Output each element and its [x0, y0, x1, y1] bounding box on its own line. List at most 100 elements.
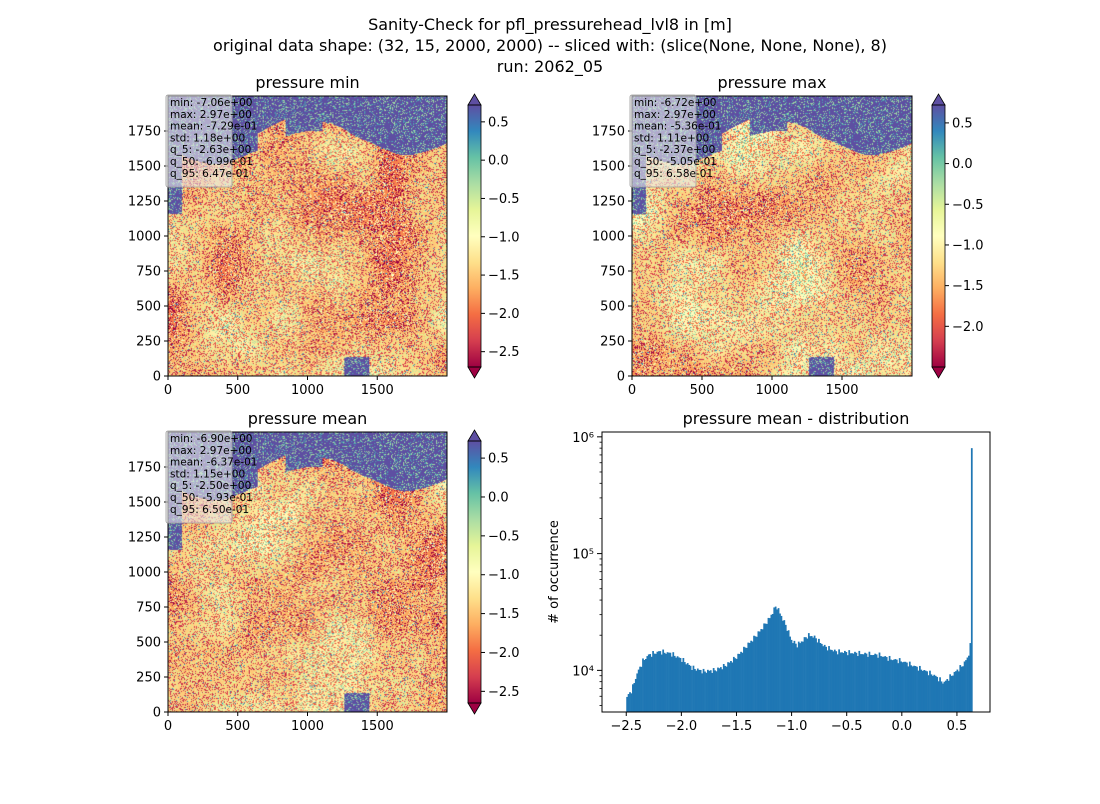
histogram-bar: [644, 658, 647, 712]
histogram-bar: [836, 654, 839, 712]
histogram-bar: [812, 637, 815, 712]
histogram-bar: [854, 651, 856, 712]
histogram-bar: [637, 669, 640, 712]
histogram-bar: [657, 651, 660, 712]
histogram-bar: [656, 651, 659, 712]
histogram-bar: [874, 653, 877, 712]
histogram-bar: [725, 666, 728, 712]
histogram-bar: [686, 663, 689, 712]
histogram-bar: [921, 670, 924, 712]
histogram-bar: [753, 635, 755, 712]
stats-line: q_5: -2.37e+00: [634, 144, 715, 156]
histogram-bar: [835, 651, 838, 712]
histogram-bar: [914, 666, 917, 712]
histogram-bar: [756, 636, 758, 712]
histogram-bar: [722, 663, 725, 712]
histogram-bar: [910, 665, 913, 712]
histogram-bar: [906, 662, 908, 712]
histogram-bar: [826, 650, 829, 712]
colorbar-gradient: [468, 441, 481, 703]
y-tick-label: 1500: [128, 496, 161, 511]
histogram-bar: [764, 623, 767, 712]
x-tick-label: 0: [628, 383, 636, 398]
histogram-bar: [819, 643, 822, 712]
histogram-bar: [943, 681, 946, 712]
histogram-bar: [968, 655, 970, 712]
histogram-bar: [891, 660, 894, 712]
histogram-bar: [952, 675, 954, 712]
histogram-bar: [672, 652, 675, 712]
histogram-bar: [702, 668, 705, 712]
colorbar-tick-label: −2.5: [488, 345, 520, 360]
histogram-bar: [926, 671, 928, 712]
histogram-bar: [770, 614, 773, 712]
histogram-bar: [946, 679, 949, 712]
y-tick-label: 0: [153, 706, 161, 721]
colorbar-frame: [467, 104, 482, 368]
histogram-bar: [816, 642, 819, 712]
histogram-bar: [683, 662, 686, 712]
histogram-bar: [793, 640, 796, 712]
y-tick-label: 0: [617, 370, 625, 385]
histogram-bar: [815, 638, 817, 712]
histogram-bar: [907, 666, 910, 712]
histogram-bar: [825, 646, 828, 712]
histogram-bar: [699, 669, 702, 712]
histogram-bar: [839, 652, 842, 712]
histogram-bar: [681, 661, 683, 712]
histogram-bar: [668, 652, 670, 712]
colorbar-gradient: [468, 105, 481, 367]
histogram-bar: [800, 641, 803, 712]
colorbar-tick-label: −1.0: [488, 230, 520, 245]
x-tick-label: 1500: [361, 719, 394, 734]
colorbar-tick-label: 0.0: [488, 154, 509, 169]
histogram-bar: [856, 656, 859, 712]
histogram-bar: [696, 668, 699, 712]
histogram-bar: [649, 654, 652, 712]
histogram-bar: [861, 654, 864, 712]
stats-line: q_50: -6.99e-01: [170, 156, 253, 168]
stats-line: mean: -5.36e-01: [634, 121, 721, 133]
histogram-bar: [634, 678, 637, 712]
histogram-bar: [955, 671, 957, 712]
colorbar-extend-min: [467, 366, 482, 379]
y-tick-label: 750: [136, 265, 161, 280]
y-tick-label: 0: [153, 370, 161, 385]
histogram-bar: [789, 636, 791, 712]
stats-line: q_5: -2.50e+00: [170, 480, 251, 492]
histogram-bar: [829, 649, 832, 712]
y-tick-label: 750: [136, 601, 161, 616]
stats-box-background: [165, 94, 233, 188]
histogram-bar: [802, 641, 804, 712]
histogram-bar: [872, 654, 875, 712]
histogram-bar: [747, 642, 750, 712]
histogram-bar: [652, 651, 654, 712]
histogram-bar: [782, 620, 784, 712]
y-tick-label: 1000: [128, 566, 161, 581]
histogram-bar: [924, 670, 927, 712]
histogram-bar: [737, 653, 740, 712]
panel-title: pressure min: [255, 73, 359, 92]
histogram-bar: [934, 675, 937, 712]
histogram-bar: [852, 653, 855, 712]
histogram-bar: [838, 649, 840, 712]
colorbar-gradient: [932, 105, 945, 367]
histogram-bar: [790, 639, 793, 712]
histogram-bar: [858, 650, 861, 712]
histogram-bar: [767, 617, 770, 712]
histogram-bar: [745, 647, 748, 712]
histogram-bar: [740, 651, 742, 712]
histogram-bar: [848, 650, 851, 712]
x-tick-label: 1000: [291, 719, 324, 734]
histogram-bar: [859, 654, 862, 712]
histogram-bar: [734, 658, 737, 712]
histogram-bar: [947, 680, 950, 712]
panel-pressure-mean-distribution: pressure mean - distribution # of occurre…: [547, 409, 991, 734]
colorbar-extend-min: [467, 702, 482, 715]
histogram-bar: [862, 654, 865, 712]
y-tick-label: 1250: [592, 195, 625, 210]
histogram-bar: [953, 671, 956, 712]
histogram-bar: [936, 676, 939, 712]
